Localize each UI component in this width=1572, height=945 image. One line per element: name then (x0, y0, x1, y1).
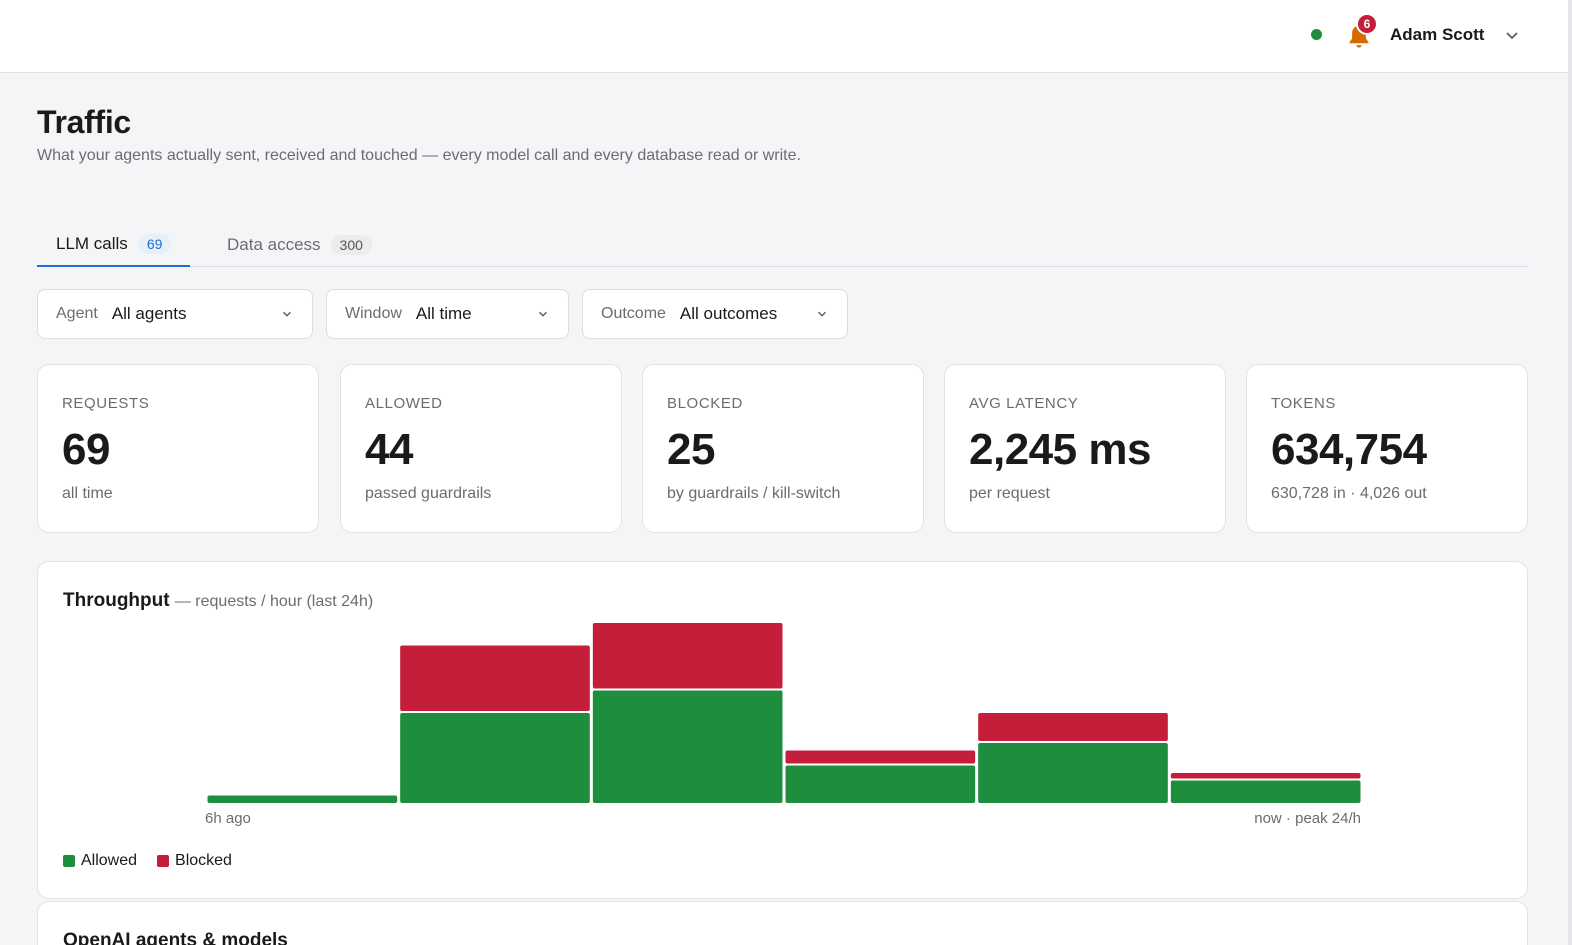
tab-count: 300 (330, 234, 372, 255)
tab-label: LLM calls (56, 233, 128, 253)
throughput-chart (207, 623, 1361, 803)
throughput-title: Throughput (63, 590, 170, 611)
notification-badge[interactable]: 6 (1356, 13, 1378, 35)
chart-legend: Allowed Blocked (63, 852, 232, 870)
tab-data-access[interactable]: Data access 300 (208, 222, 391, 267)
filter-label: Agent (56, 305, 98, 322)
filter-label: Outcome (601, 305, 666, 322)
scrollbar[interactable] (1568, 0, 1572, 945)
bar-allowed-5 (1170, 780, 1361, 803)
filter-value: All outcomes (679, 304, 778, 323)
legend-label: Allowed (81, 852, 138, 869)
throughput-panel: Throughput — requests / hour (last 24h) … (37, 561, 1528, 899)
stat-value: 69 (62, 425, 110, 474)
stat-label: REQUESTS (62, 395, 150, 412)
bar-allowed-0 (207, 795, 398, 803)
throughput-subtitle: — requests / hour (last 24h) (174, 593, 374, 610)
bar-blocked-2 (592, 623, 783, 689)
page-title: Traffic (37, 104, 131, 140)
stat-value: 44 (365, 425, 413, 474)
legend-swatch (63, 855, 75, 867)
x-axis-start-label: 6h ago (205, 810, 251, 827)
stat-card-requests: REQUESTS 69 all time (37, 364, 319, 533)
legend-label: Blocked (175, 852, 232, 869)
stat-label: AVG LATENCY (969, 395, 1079, 412)
bar-blocked-1 (400, 645, 590, 711)
bar-allowed-4 (978, 743, 1168, 803)
stat-value: 25 (667, 425, 715, 474)
filter-value: All agents (111, 304, 187, 323)
stat-value: 634,754 (1271, 425, 1427, 474)
stat-sub: all time (62, 485, 113, 502)
panel-title: Throughput — requests / hour (last 24h) (63, 590, 373, 612)
stat-card-tokens: TOKENS 634,754 630,728 in · 4,026 out (1246, 364, 1528, 533)
bar-blocked-4 (978, 713, 1168, 741)
bar-blocked-5 (1170, 773, 1361, 779)
bar-allowed-3 (785, 765, 976, 803)
outcome-filter-select[interactable]: Outcome All outcomes (582, 289, 848, 339)
window-filter-select[interactable]: Window All time (326, 289, 569, 339)
user-name[interactable]: Adam Scott (1390, 25, 1485, 44)
stat-sub: by guardrails / kill-switch (667, 485, 841, 502)
bar-blocked-3 (785, 750, 976, 764)
stat-sub: passed guardrails (365, 485, 492, 502)
stat-sub: per request (969, 485, 1050, 502)
page-subtitle: What your agents actually sent, received… (37, 147, 801, 164)
chevron-down-icon (818, 311, 826, 317)
legend-item-allowed: Allowed (63, 852, 137, 870)
stat-label: ALLOWED (365, 395, 443, 412)
filter-value: All time (415, 304, 472, 323)
legend-swatch (157, 855, 170, 867)
panel-title: OpenAI agents & models (63, 930, 288, 945)
stat-card-blocked: BLOCKED 25 by guardrails / kill-switch (642, 364, 924, 533)
bar-allowed-1 (400, 713, 590, 803)
legend-item-blocked: Blocked (157, 852, 232, 870)
stat-label: TOKENS (1271, 395, 1337, 412)
x-axis-end-label: now · peak 24/h (1254, 810, 1361, 827)
stat-sub: 630,728 in · 4,026 out (1271, 485, 1427, 502)
stat-card-allowed: ALLOWED 44 passed guardrails (340, 364, 622, 533)
chevron-down-icon (283, 311, 291, 317)
tab-llm-calls[interactable]: LLM calls 69 (37, 222, 191, 267)
status-dot-icon (1311, 29, 1322, 40)
bar-allowed-2 (592, 690, 783, 803)
stat-value: 2,245 ms (969, 425, 1151, 474)
chevron-down-icon[interactable] (1504, 27, 1520, 43)
agent-filter-select[interactable]: Agent All agents (37, 289, 313, 339)
tab-count: 69 (137, 233, 172, 254)
top-bar: 6 Adam Scott (0, 0, 1568, 73)
tab-label: Data access (227, 234, 321, 254)
chevron-down-icon (539, 311, 547, 317)
tab-bar: LLM calls 69 Data access 300 (37, 222, 1528, 267)
stat-label: BLOCKED (667, 395, 743, 412)
openai-agents-panel: OpenAI agents & models (37, 901, 1528, 945)
filter-label: Window (345, 305, 402, 322)
stat-card-avg-latency: AVG LATENCY 2,245 ms per request (944, 364, 1226, 533)
